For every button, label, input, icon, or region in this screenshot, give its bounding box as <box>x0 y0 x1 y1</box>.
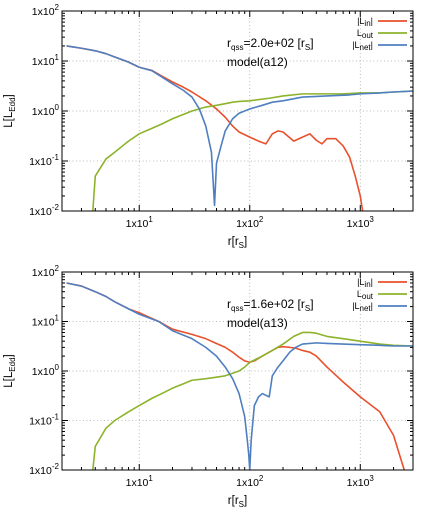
legend-label-net: |Lnet| <box>352 301 373 313</box>
legend-label-out: Lout <box>357 289 374 301</box>
annotation-rqss: rqss=1.6e+02 [rS] <box>227 297 314 313</box>
y-tick-label: 1x102 <box>32 264 60 279</box>
x-axis-label: r[rS] <box>228 236 247 250</box>
y-tick-label: 1x101 <box>32 314 60 329</box>
x-tick-label: 1x101 <box>126 215 154 230</box>
series-line-out <box>92 331 414 471</box>
y-axis-label: L[LEdd] <box>3 354 17 387</box>
legend: |Lin|Lout|Lnet| <box>352 16 407 52</box>
y-tick-label: 1x10-2 <box>29 203 59 218</box>
y-axis-label: L[LEdd] <box>3 94 17 127</box>
chart-panel-1: 1x10-2 1x10-1 1x100 1x101 1x102 1x101 1x102 1x1… <box>3 3 414 250</box>
series-line-out <box>92 90 414 212</box>
series-line-net <box>66 45 414 207</box>
y-tick-label: 1x102 <box>32 3 60 18</box>
legend-label-in: |Lin| <box>357 16 373 28</box>
legend-label-in: |Lin| <box>357 277 373 289</box>
x-tick-label: 1x103 <box>347 215 375 230</box>
x-tick-label: 1x102 <box>236 215 264 230</box>
x-tick-label: 1x102 <box>236 474 264 489</box>
x-tick-label: 1x101 <box>126 474 154 489</box>
legend-label-out: Lout <box>357 28 374 40</box>
legend-label-net: |Lnet| <box>352 40 373 52</box>
y-tick-label: 1x100 <box>32 103 60 118</box>
chart-panel-2: 1x10-2 1x10-1 1x100 1x101 1x102 1x101 1x102 1x1… <box>3 264 414 509</box>
annotation-model: model(a13) <box>227 316 288 330</box>
y-tick-label: 1x10-1 <box>29 413 59 428</box>
annotation-model: model(a12) <box>227 55 288 69</box>
y-tick-label: 1x101 <box>32 53 60 68</box>
y-tick-label: 1x10-2 <box>29 462 59 477</box>
x-tick-label: 1x103 <box>347 474 375 489</box>
y-tick-label: 1x100 <box>32 363 60 378</box>
x-axis-label: r[rS] <box>228 495 247 509</box>
plot-frame <box>61 10 414 212</box>
grid-lines <box>62 10 413 212</box>
annotation-rqss: rqss=2.0e+02 [rS] <box>227 36 314 52</box>
series-line-in <box>66 45 364 212</box>
y-tick-label: 1x10-1 <box>29 153 59 168</box>
series-group <box>66 45 414 212</box>
plot-frame <box>61 271 414 471</box>
legend: |Lin|Lout|Lnet| <box>352 277 407 313</box>
